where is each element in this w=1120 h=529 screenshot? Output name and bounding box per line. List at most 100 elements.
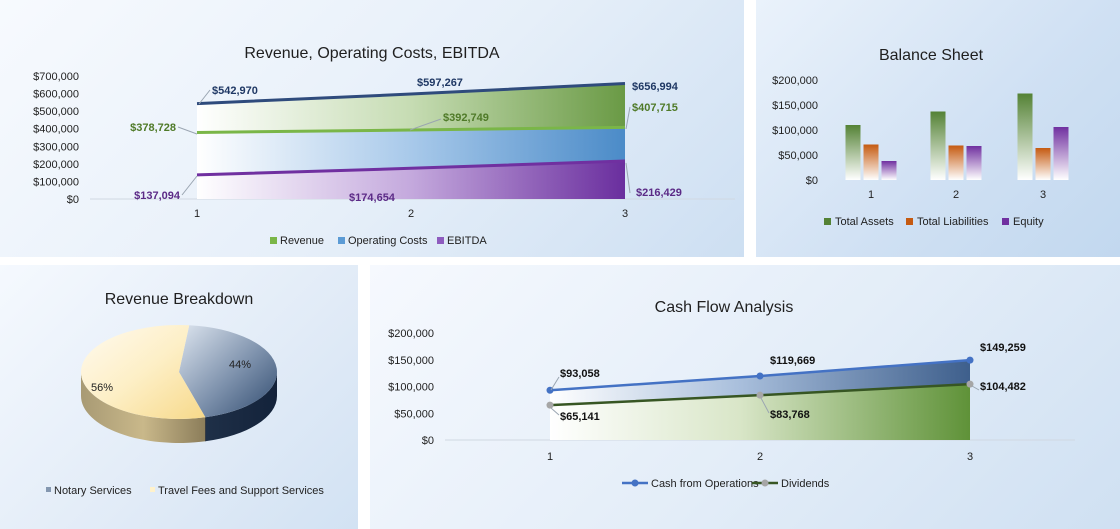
legend-swatch	[270, 237, 277, 244]
data-label: $392,749	[443, 112, 489, 124]
y-tick-label: $100,000	[33, 176, 79, 188]
legend-marker	[631, 479, 639, 487]
y-tick-label: $150,000	[772, 100, 818, 112]
x-tick-label: 1	[547, 451, 553, 463]
leader-line	[625, 106, 631, 130]
legend-label: Equity	[1013, 216, 1044, 228]
area-gap	[550, 360, 970, 406]
data-label: $149,259	[980, 342, 1026, 354]
pie-data-label: 56%	[91, 382, 113, 394]
cash-chart-svg: Cash Flow Analysis $0 $50,000 $100,000 $150…	[388, 299, 1075, 490]
data-label: $119,669	[770, 355, 815, 367]
data-label: $542,970	[212, 85, 258, 97]
legend-swatch	[437, 237, 444, 244]
y-tick-label: $0	[422, 435, 434, 447]
data-label: $656,994	[632, 81, 679, 93]
legend-label: Travel Fees and Support Services	[158, 485, 324, 497]
data-point	[966, 356, 974, 364]
chart-title: Revenue Breakdown	[105, 291, 254, 308]
data-label: $407,715	[632, 102, 678, 114]
revenue-costs-ebitda-chart: Revenue, Operating Costs, EBITDA $0 $100,…	[0, 0, 744, 257]
y-tick-label: $200,000	[388, 328, 434, 340]
legend-swatch	[824, 218, 831, 225]
bar	[930, 111, 946, 180]
area-dividends	[550, 384, 970, 440]
data-label: $104,482	[980, 381, 1026, 393]
y-tick-label: $400,000	[33, 124, 79, 136]
x-tick-label: 3	[1040, 189, 1046, 201]
leader-line	[181, 175, 198, 196]
pie-side-travel	[81, 372, 206, 443]
y-tick-label: $0	[67, 194, 79, 206]
leader-line	[177, 126, 198, 135]
legend-label: Notary Services	[54, 485, 132, 497]
leader-line	[409, 118, 442, 131]
area-ebitda	[197, 160, 625, 199]
series-line	[196, 159, 626, 177]
y-tick-label: $500,000	[33, 106, 79, 118]
chart-title: Cash Flow Analysis	[655, 299, 794, 316]
pie-slice-travel	[80, 325, 206, 419]
legend-label: Revenue	[280, 235, 324, 247]
legend-label: Cash from Operations	[651, 478, 759, 490]
y-tick-label: $50,000	[394, 408, 434, 420]
data-label: $597,267	[417, 77, 463, 89]
cash-flow-chart: Cash Flow Analysis $0 $50,000 $100,000 $150…	[370, 265, 1120, 529]
leader-line	[760, 397, 770, 414]
pie-side-notary	[205, 372, 277, 442]
legend-swatch	[338, 237, 345, 244]
legend-swatch	[906, 218, 913, 225]
legend-label: Operating Costs	[348, 235, 428, 247]
x-tick-label: 3	[967, 451, 973, 463]
legend-swatch	[150, 487, 155, 492]
x-tick-label: 1	[194, 208, 200, 220]
y-tick-label: $200,000	[772, 75, 818, 87]
x-tick-label: 3	[622, 208, 628, 220]
data-label: $137,094	[134, 190, 181, 202]
data-label: $83,768	[770, 409, 810, 421]
data-label: $216,429	[636, 187, 682, 199]
bar	[966, 146, 982, 180]
data-point	[966, 380, 974, 388]
data-point	[546, 401, 554, 409]
data-label: $174,654	[349, 192, 396, 204]
y-tick-label: $600,000	[33, 89, 79, 101]
y-tick-label: $100,000	[388, 382, 434, 394]
bar	[863, 144, 879, 180]
x-tick-label: 2	[408, 208, 414, 220]
data-label: $378,728	[130, 122, 176, 134]
bar	[1035, 148, 1051, 180]
y-tick-label: $150,000	[388, 355, 434, 367]
data-label: $65,141	[560, 411, 600, 423]
balance-chart-svg: Balance Sheet $0 $50,000 $100,000 $150,000 $…	[772, 47, 1069, 228]
bar	[948, 145, 964, 180]
revenue-chart-svg: Revenue, Operating Costs, EBITDA $0 $100,…	[33, 45, 735, 247]
pie-slice-notary	[179, 325, 277, 418]
x-tick-label: 1	[868, 189, 874, 201]
legend-label: Total Assets	[835, 216, 894, 228]
data-label: $93,058	[560, 368, 600, 380]
series-line	[196, 82, 626, 106]
bar	[1053, 127, 1069, 180]
y-tick-label: $50,000	[778, 150, 818, 162]
legend-swatch	[46, 487, 51, 492]
legend-label: Dividends	[781, 478, 830, 490]
data-point	[756, 391, 764, 399]
revenue-breakdown-chart: Revenue Breakdown 44% 56% Notary Services…	[0, 265, 358, 529]
leader-line	[198, 89, 211, 105]
y-tick-label: $100,000	[772, 125, 818, 137]
leader-line	[971, 385, 980, 391]
y-tick-label: $700,000	[33, 71, 79, 83]
bar	[1017, 93, 1033, 180]
legend-label: EBITDA	[447, 235, 487, 247]
balance-sheet-chart: Balance Sheet $0 $50,000 $100,000 $150,000 $…	[756, 0, 1120, 257]
y-tick-label: $0	[806, 175, 818, 187]
chart-title: Revenue, Operating Costs, EBITDA	[244, 45, 500, 62]
legend-marker	[761, 479, 769, 487]
leader-line	[550, 407, 560, 416]
x-tick-label: 2	[757, 451, 763, 463]
leader-line	[550, 376, 560, 391]
data-point	[756, 372, 764, 380]
bar	[881, 161, 897, 180]
y-tick-label: $200,000	[33, 159, 79, 171]
